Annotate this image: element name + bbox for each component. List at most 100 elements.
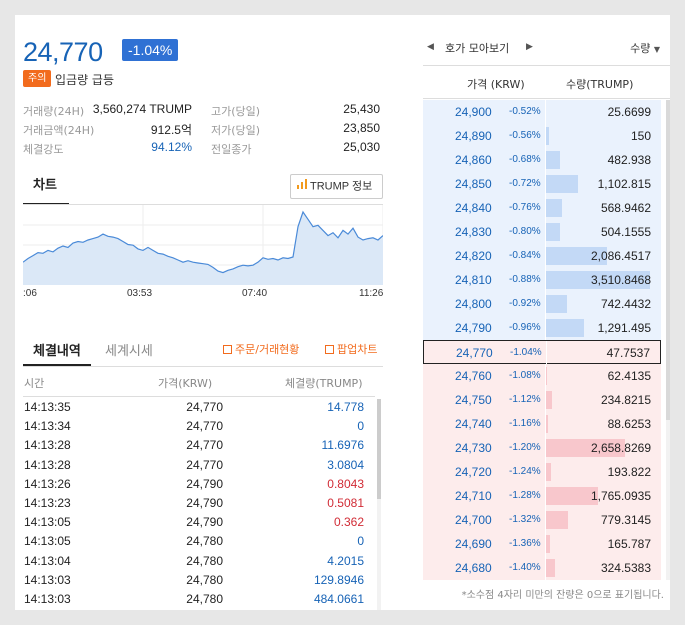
order-change-rate: -0.96% [509,322,541,333]
ask-row[interactable]: 24,860 -0.68% 482.938 [423,148,661,172]
price-area-fill [23,212,383,285]
qty-bar [545,271,650,289]
popup-chart-label: 팝업차트 [337,343,378,356]
bid-row[interactable]: 24,750 -1.12% 234.8215 [423,388,661,412]
trade-price: 24,780 [186,591,223,606]
tab-world-prices[interactable]: 세계시세 [105,344,153,359]
qty-bar [545,487,598,505]
bid-row[interactable]: 24,730 -1.20% 2,658.8269 [423,436,661,460]
order-qty: 568.9462 [600,201,651,215]
trade-volume: 4.2015 [327,553,364,568]
bid-row[interactable]: 24,690 -1.36% 165.787 [423,532,661,556]
tab-chart[interactable]: 차트 [23,175,69,205]
qty-unit-select[interactable]: 수량 ▼ [630,40,660,56]
cell-separator [545,388,546,412]
order-change-rate: -1.40% [509,562,541,573]
bid-row[interactable]: 24,720 -1.24% 193.822 [423,460,661,484]
cell-separator [545,244,546,268]
orderbook-header-divider [423,98,670,99]
x-tick-label: :06 [23,288,37,299]
ask-row[interactable]: 24,810 -0.88% 3,510.8468 [423,268,661,292]
trade-row: 14:13:28 24,770 11.6976 [23,436,375,455]
bid-row[interactable]: 24,710 -1.28% 1,765.0935 [423,484,661,508]
trade-price: 24,780 [186,553,223,568]
order-qty: 47.7537 [606,346,650,360]
order-price: 24,790 [455,321,492,335]
order-qty: 324.5383 [600,561,651,575]
order-change-rate: -0.52% [509,106,541,117]
order-change-rate: -1.24% [509,466,541,477]
cell-separator [545,556,546,580]
ask-row[interactable]: 24,790 -0.96% 1,291.495 [423,316,661,340]
ask-row[interactable]: 24,830 -0.80% 504.1555 [423,220,661,244]
next-arrow-icon[interactable]: ▶ [526,42,533,52]
cell-separator [546,341,547,365]
cell-separator [545,148,546,172]
coin-info-button[interactable]: TRUMP 정보 [290,174,383,199]
high-value: 25,430 [343,102,380,116]
qty-unit-label: 수량 [630,42,651,55]
cell-separator [545,484,546,508]
ask-row[interactable]: 24,820 -0.84% 2,086.4517 [423,244,661,268]
order-status-link[interactable]: 주문/거래현황 [223,341,299,357]
price-chart[interactable] [23,205,383,285]
ask-row[interactable]: 24,890 -0.56% 150 [423,124,661,148]
strength-value: 94.12% [151,140,192,154]
ob-col-price: 가격 (KRW) [467,78,525,91]
order-price: 24,800 [455,297,492,311]
low-value: 23,850 [343,121,380,135]
orderbook-section: ◀ 호가 모아보기 ▶ 수량 ▼ 가격 (KRW) 수량(TRUMP) 24,9… [423,15,670,610]
trade-price: 24,780 [186,572,223,587]
trade-row: 14:13:03 24,780 129.8946 [23,571,375,590]
trade-time: 14:13:26 [24,476,71,491]
trade-row: 14:13:26 24,790 0.8043 [23,475,375,494]
col-header-volume: 체결량(TRUMP) [285,377,363,390]
volume-label: 거래량(24H) [23,105,85,118]
order-qty: 25.6699 [607,105,651,119]
cell-separator [545,532,546,556]
ask-row[interactable]: 24,840 -0.76% 568.9462 [423,196,661,220]
trade-time: 14:13:34 [24,419,71,434]
order-price: 24,750 [455,393,492,407]
bid-row[interactable]: 24,740 -1.16% 88.6253 [423,412,661,436]
warning-text: 입금량 급등 [55,73,115,87]
bid-row[interactable]: 24,680 -1.40% 324.5383 [423,556,661,580]
tab-trade-history[interactable]: 체결내역 [23,340,91,366]
bid-row[interactable]: 24,760 -1.08% 62.4135 [423,364,661,388]
qty-bar [545,199,562,217]
orderbook-scrollbar-thumb[interactable] [666,100,670,420]
order-change-rate: -0.72% [509,178,541,189]
bid-row[interactable]: 24,770 -1.04% 47.7537 [423,340,661,365]
orderbook-divider [423,65,670,66]
ask-row[interactable]: 24,800 -0.92% 742.4432 [423,292,661,316]
orderbook-group-label[interactable]: 호가 모아보기 [445,42,510,55]
trade-row: 14:13:35 24,770 14.778 [23,398,375,417]
order-change-rate: -0.88% [509,274,541,285]
trade-volume: 3.0804 [327,457,364,472]
order-change-rate: -1.32% [509,514,541,525]
trade-price: 24,780 [186,534,223,549]
trade-time: 14:13:35 [24,400,71,414]
order-qty: 742.4432 [600,297,651,311]
trade-price: 24,770 [186,438,223,453]
ask-row[interactable]: 24,900 -0.52% 25.6699 [423,100,661,124]
order-change-rate: -1.36% [509,538,541,549]
order-qty: 234.8215 [600,393,651,407]
order-price: 24,700 [455,513,492,527]
order-price: 24,810 [455,273,492,287]
chart-divider [23,204,383,205]
ask-row[interactable]: 24,850 -0.72% 1,102.815 [423,172,661,196]
order-qty: 88.6253 [607,417,651,431]
popup-chart-link[interactable]: 팝업차트 [325,341,377,357]
trade-time: 14:13:23 [24,495,71,510]
trade-history-table: 14:13:35 24,770 14.778 14:13:34 24,770 0 14:13… [23,398,375,610]
prev-close-label: 전일종가 [211,143,252,156]
trade-scrollbar-track[interactable] [377,399,381,610]
order-price: 24,680 [455,561,492,575]
trade-scrollbar-thumb[interactable] [377,399,381,499]
bid-row[interactable]: 24,700 -1.32% 779.3145 [423,508,661,532]
bar-chart-icon [297,175,307,198]
order-price: 24,820 [455,249,492,263]
trade-volume: 0 [357,534,364,549]
prev-arrow-icon[interactable]: ◀ [427,42,434,52]
